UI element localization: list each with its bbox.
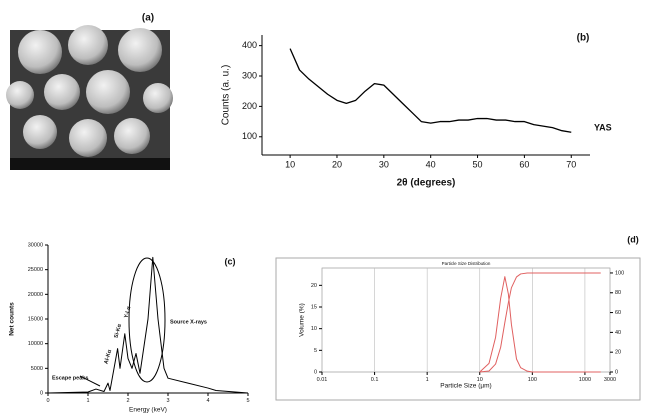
- y-tick-label: 0: [314, 369, 317, 375]
- panel-label: (c): [225, 256, 236, 266]
- data-line: [48, 257, 248, 393]
- x-tick-label: 40: [426, 160, 436, 170]
- x-tick-label: 3: [166, 398, 169, 404]
- y-tick-label: 15: [311, 304, 317, 310]
- x-tick-label: 50: [473, 160, 483, 170]
- x-tick-label: 30: [379, 160, 389, 170]
- annotation: Si-Kα: [114, 323, 124, 339]
- y-axis-label: Net counts: [9, 302, 16, 336]
- x-axis-label: Particle Size (µm): [440, 383, 491, 390]
- y-tick-label: 100: [242, 131, 257, 141]
- y2-tick-label: 100: [615, 270, 624, 276]
- x-tick-label: 5: [246, 398, 249, 404]
- y2-tick-label: 80: [615, 290, 621, 296]
- x-axis-label: Energy (keV): [129, 407, 167, 414]
- y-tick-label: 20: [311, 283, 317, 289]
- y-tick-label: 25000: [28, 267, 43, 273]
- sem-image: [6, 25, 173, 170]
- y-tick-label: 200: [242, 101, 257, 111]
- x-tick-label: 2: [126, 398, 129, 404]
- x-tick-label: 4: [206, 398, 209, 404]
- x-tick-label: 20: [332, 160, 342, 170]
- y-tick-label: 20000: [28, 292, 43, 298]
- annotation: Y-Lα: [124, 305, 133, 319]
- annotation: Escape peaks: [52, 375, 88, 381]
- x-tick-label: 60: [519, 160, 529, 170]
- data-line: [290, 49, 571, 133]
- y-tick-label: 10: [311, 326, 317, 332]
- x-tick-label: 100: [528, 377, 537, 383]
- annotation: Al-Kα: [104, 349, 114, 365]
- chart-title: Particle Size Distribution: [442, 261, 491, 266]
- y2-tick-label: 0: [615, 369, 618, 375]
- x-tick-label: 0: [46, 398, 49, 404]
- y-axis-label: Counts (a. u.): [221, 65, 232, 126]
- annotation: YAS: [594, 122, 612, 132]
- panel-label: (d): [627, 234, 639, 244]
- x-tick-label: 0.01: [317, 377, 328, 383]
- annotation: Source X-rays: [170, 319, 207, 325]
- x-tick-label: 1: [86, 398, 89, 404]
- y2-tick-label: 20: [615, 350, 621, 356]
- x-tick-label: 70: [566, 160, 576, 170]
- plot-frame: [322, 268, 610, 372]
- y-axis-label: Volume (%): [299, 303, 306, 337]
- y2-tick-label: 40: [615, 330, 621, 336]
- y-tick-label: 0: [40, 390, 43, 396]
- figure: (a) (b) (c) (d) 102030405060701002003004…: [0, 0, 652, 414]
- peak-ellipse: [129, 258, 165, 382]
- y-tick-label: 5: [314, 348, 317, 354]
- y-tick-label: 300: [242, 70, 257, 80]
- x-tick-label: 3000: [604, 377, 616, 383]
- panel-label: (a): [142, 13, 154, 24]
- y2-tick-label: 60: [615, 310, 621, 316]
- x-tick-label: 1: [426, 377, 429, 383]
- x-tick-label: 10: [285, 160, 295, 170]
- x-axis-label: 2θ (degrees): [397, 178, 456, 189]
- y-tick-label: 15000: [28, 316, 43, 322]
- panel-label: (b): [577, 33, 590, 44]
- y-tick-label: 10000: [28, 341, 43, 347]
- y-tick-label: 30000: [28, 242, 43, 248]
- y-tick-label: 5000: [31, 366, 43, 372]
- x-tick-label: 1000: [579, 377, 591, 383]
- y-tick-label: 400: [242, 40, 257, 50]
- x-tick-label: 0.1: [371, 377, 379, 383]
